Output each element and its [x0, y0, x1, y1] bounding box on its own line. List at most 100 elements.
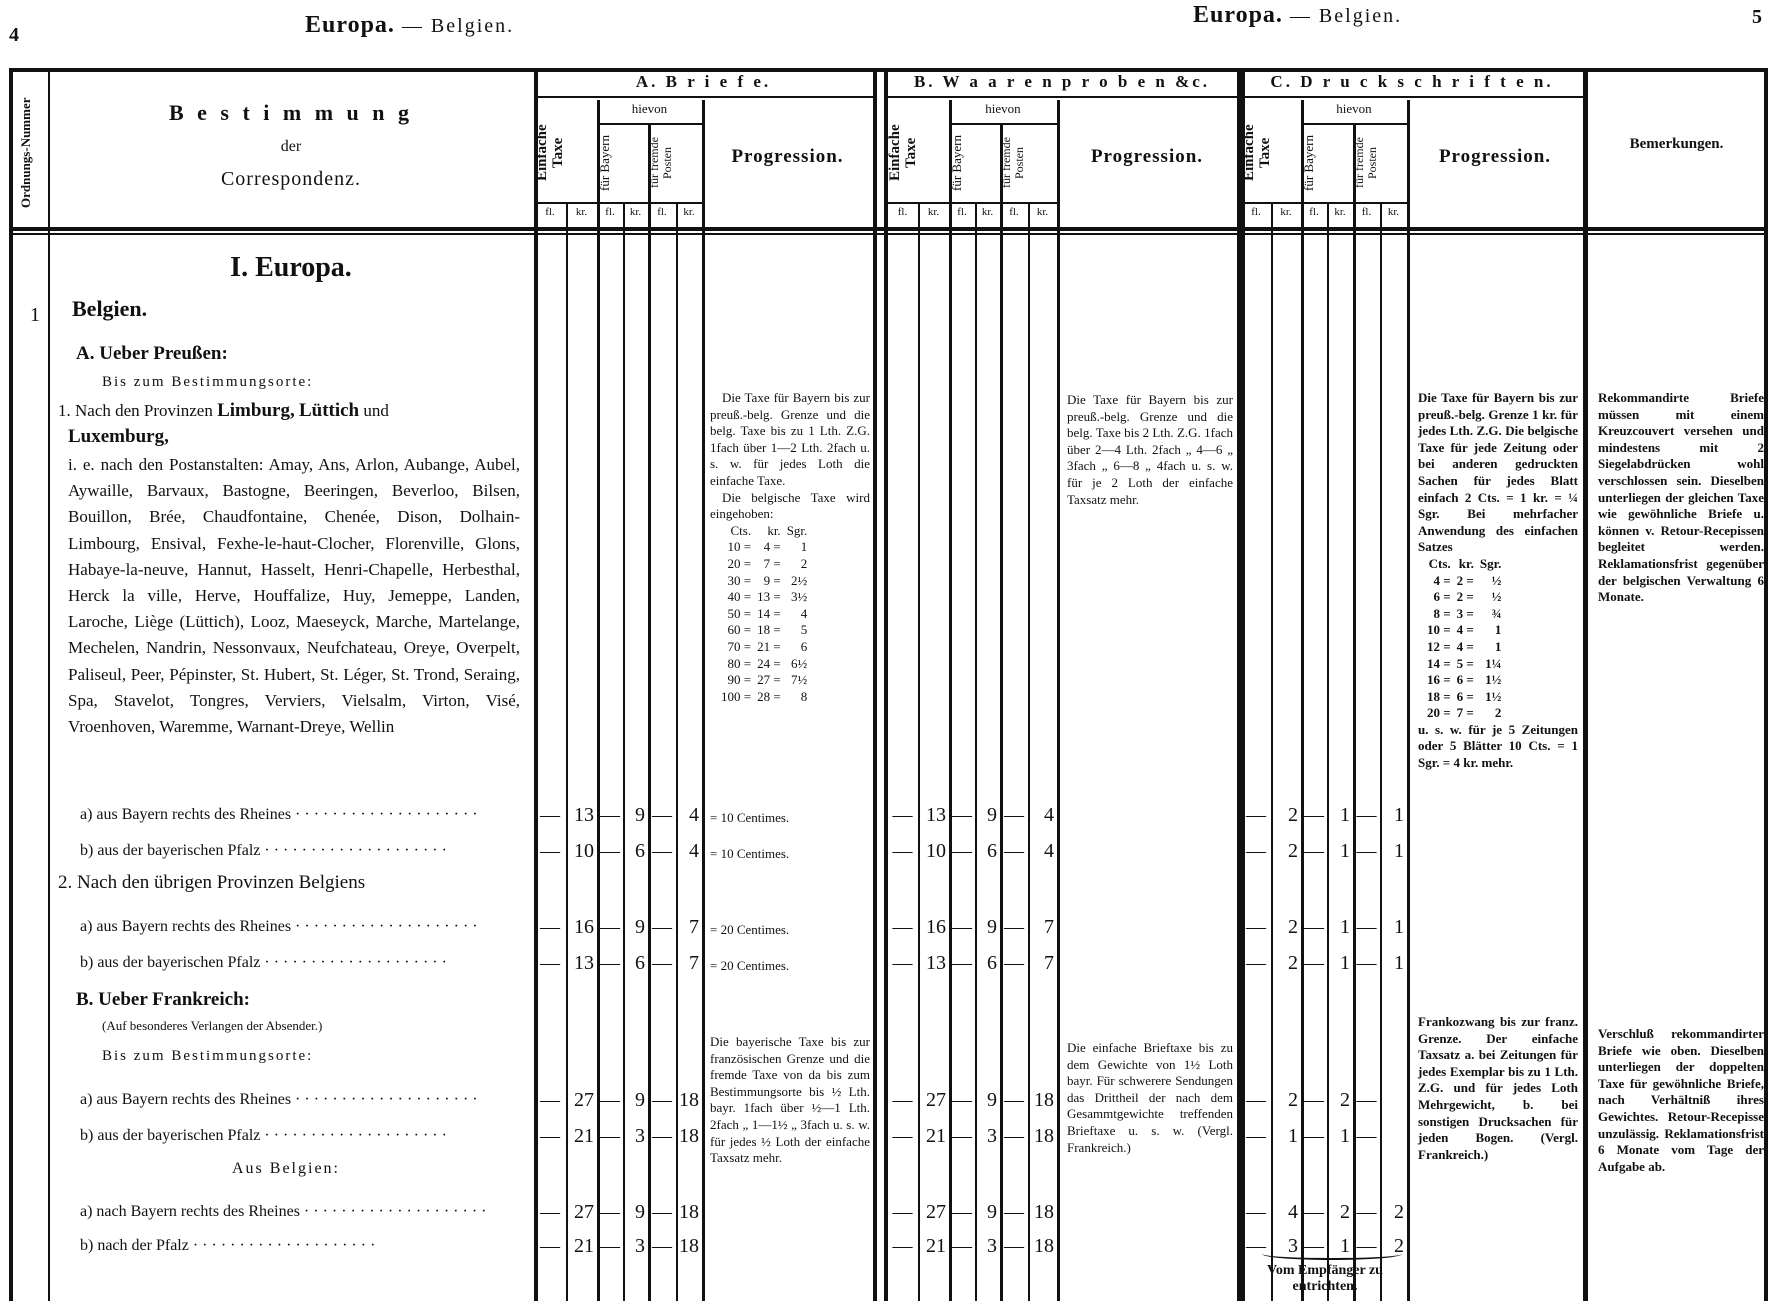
table-cell: 7½ [791, 672, 808, 688]
table-cell: ¾ [1491, 605, 1502, 621]
table-cell: 6½ [791, 655, 808, 671]
table-cell: 100 = [721, 688, 752, 704]
table-cell: 12 = [1427, 638, 1451, 654]
province-limburg: Limburg, [217, 400, 295, 421]
column-divider [1764, 68, 1768, 1301]
column-divider [1407, 100, 1410, 1301]
unit-divider [1241, 202, 1407, 204]
running-head-title: Europa. [1193, 2, 1283, 28]
fuer-fremde-header: für fremde Posten [1352, 137, 1379, 189]
fl-dash: — [540, 1089, 560, 1111]
bestimmung-title: B e s t i m m u n g [168, 100, 414, 125]
progression-a-1-belgian: Die belgische Taxe wird eingehoben: [710, 489, 870, 522]
table-row: 20 = 7 = 2 [718, 556, 810, 573]
unit-fl: fl. [1361, 206, 1372, 218]
kr-value: 13 [926, 952, 946, 974]
table-cell: 5 = [1456, 655, 1474, 671]
unit-kr: kr. [683, 206, 695, 218]
fl-dash: — [1304, 916, 1324, 938]
table-cell: 24 = [757, 655, 781, 671]
kr-value: 1 [1340, 952, 1350, 974]
kr-value: 1 [1340, 804, 1350, 826]
einfache-taxe-header: Einfache Taxe [887, 124, 919, 182]
table-cell: 90 = [727, 672, 752, 688]
bemerkungen-2: Verschluß rekommandirter Briefe wie oben… [1598, 1026, 1764, 1174]
fl-dash: — [1246, 1235, 1266, 1257]
kr-value: 10 [574, 840, 594, 862]
kr-value: 2 [1288, 916, 1298, 938]
kr-value: 18 [679, 1201, 699, 1223]
kr-value: 1 [1288, 1125, 1298, 1147]
header-bottom-border [9, 233, 1768, 235]
table-cell: 2 [1494, 705, 1502, 721]
nach1-und: und [363, 401, 389, 420]
column-divider [918, 202, 920, 1301]
column-divider [48, 68, 50, 1301]
kr-value: 3 [1288, 1235, 1298, 1257]
table-row: 80 = 24 = 6½ [718, 656, 810, 673]
fl-dash: — [540, 916, 560, 938]
centimes-note: = 20 Centimes. [710, 958, 790, 973]
fl-dash: — [1004, 1125, 1024, 1147]
column-divider [1237, 68, 1241, 1301]
column-divider [1380, 202, 1382, 1301]
unit-fl: fl. [897, 206, 908, 218]
column-divider [1586, 68, 1588, 1301]
unit-fl: fl. [957, 206, 967, 218]
unit-kr: kr. [575, 206, 588, 218]
kr-value: 13 [926, 804, 946, 826]
fl-dash: — [952, 1089, 972, 1111]
kr-value: 9 [987, 1201, 997, 1223]
fl-dash: — [1004, 1089, 1024, 1111]
kr-value: 2 [1288, 804, 1298, 826]
column-divider [1271, 202, 1273, 1301]
route-b-heading: B. Ueber Frankreich: [76, 989, 250, 1010]
fl-dash: — [600, 1235, 620, 1257]
table-row: 10 = 4 = 1 [718, 539, 810, 556]
kr-value: 21 [926, 1235, 946, 1257]
table-cell: 4 [800, 605, 808, 621]
table-cell: 70 = [727, 638, 752, 654]
kr-value: 4 [689, 804, 699, 826]
kr-value: 7 [689, 952, 699, 974]
kr-value: 7 [1044, 952, 1054, 974]
fl-dash: — [652, 916, 672, 938]
column-header: kr. [767, 522, 781, 538]
fl-dash: — [892, 1125, 913, 1147]
table-row: 6 = 2 = ½ [1424, 589, 1504, 606]
fl-dash: — [952, 952, 972, 974]
kr-value: 2 [1340, 1089, 1350, 1111]
fl-dash: — [540, 952, 560, 974]
fl-dash: — [652, 1125, 672, 1147]
kr-value: 27 [574, 1089, 594, 1111]
centimes-note: = 10 Centimes. [710, 846, 790, 861]
kr-value: 2 [1288, 840, 1298, 862]
table-cell: 4 = [1456, 638, 1474, 654]
running-head-subtitle: — Belgien. [401, 15, 515, 37]
kr-value: 27 [926, 1089, 946, 1111]
table-row: 10 = 4 = 1 [1424, 622, 1504, 639]
bestimmung-correspondenz: Correspondenz. [220, 168, 362, 190]
column-header: Cts. [730, 522, 752, 538]
row-label: a) aus Bayern rechts des Rheines · · · ·… [80, 918, 478, 935]
kr-value: 9 [635, 804, 645, 826]
hievon-divider [1301, 123, 1407, 125]
fl-dash: — [600, 1201, 620, 1223]
bestimmung-der: der [280, 138, 302, 155]
table-cell: 3 = [1456, 605, 1474, 621]
table-row: 40 = 13 = 3½ [718, 589, 810, 606]
kr-value: 6 [635, 840, 645, 862]
group-divider [534, 96, 873, 98]
running-head-right: Europa. — Belgien. [1193, 2, 1402, 29]
route-b-note: (Auf besonderes Verlangen der Absender.) [102, 1018, 323, 1033]
table-cell: 6 = [1456, 688, 1474, 704]
table-cell: 18 = [1427, 688, 1451, 704]
kr-value: 18 [679, 1235, 699, 1257]
table-row: 100 = 28 = 8 [718, 689, 810, 706]
progression-c-1-text: Die Taxe für Bayern bis zur preuß.-belg.… [1418, 390, 1578, 555]
fl-dash: — [892, 916, 913, 938]
ordnungs-nummer-header: Ordnungs-Nummer [18, 97, 33, 208]
fuer-bayern-header: für Bayern [1301, 135, 1316, 191]
table-cell: 14 = [757, 605, 781, 621]
aus-belgien: Aus Belgien: [232, 1160, 340, 1177]
